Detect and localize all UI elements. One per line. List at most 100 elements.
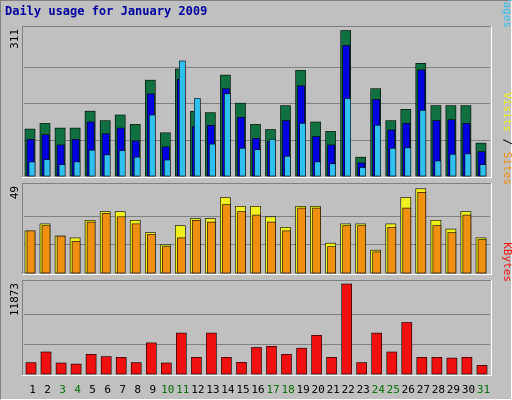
x-tick-label: 26 [402, 383, 415, 396]
bar-kbytes-day-30 [461, 356, 473, 375]
x-tick-label: 22 [342, 383, 355, 396]
bar-sites-day-14 [222, 204, 231, 274]
bar-kbytes-day-25 [386, 351, 398, 375]
x-tick-label: 12 [191, 383, 204, 396]
bar-sites-day-24 [372, 251, 382, 274]
bar-pages-day-3 [58, 164, 66, 177]
bar-pages-day-27 [419, 110, 427, 177]
bar-sites-day-23 [357, 225, 367, 274]
chart-title: Daily usage for January 2009 [5, 4, 207, 18]
bar-pages-day-16 [254, 149, 261, 177]
x-tick-label: 14 [221, 383, 235, 396]
bar-pages-day-22 [344, 98, 352, 177]
bar-pages-day-17 [269, 139, 276, 177]
x-tick-label: 7 [119, 383, 126, 396]
bar-sites-day-30 [462, 214, 472, 274]
bar-sites-day-2 [41, 225, 51, 274]
bar-pages-day-10 [164, 159, 171, 177]
x-tick-label: 24 [372, 383, 386, 396]
bar-sites-day-1 [26, 230, 36, 274]
bar-pages-day-2 [43, 159, 51, 177]
bar-sites-day-22 [342, 225, 352, 274]
bar-pages-day-4 [73, 161, 81, 177]
x-tick-label: 23 [357, 383, 370, 396]
x-tick-label: 28 [432, 383, 445, 396]
bar-kbytes-day-2 [40, 351, 52, 375]
bar-sites-day-17 [267, 221, 276, 274]
bar-sites-day-15 [237, 211, 246, 274]
x-tick-label: 3 [59, 383, 66, 396]
x-tick-label: 17 [266, 383, 279, 396]
legend-entry: KBytes [501, 242, 512, 282]
bar-pages-day-30 [464, 153, 472, 177]
bar-kbytes-day-26 [401, 322, 413, 375]
bar-pages-day-28 [434, 160, 442, 177]
bar-kbytes-day-29 [446, 357, 458, 375]
legend-entry: / [501, 132, 512, 152]
bar-pages-day-19 [299, 123, 306, 177]
panel-hits_files_pages: 311 Hits / Files / Pages [8, 0, 512, 178]
bar-kbytes-day-16 [251, 347, 262, 375]
bar-sites-day-18 [282, 230, 291, 274]
series-legend: KBytes [501, 242, 512, 282]
x-tick-label: 5 [89, 383, 96, 396]
y-max-label: 311 [8, 29, 21, 49]
bar-sites-day-19 [297, 207, 306, 274]
x-tick-label: 21 [327, 383, 340, 396]
x-tick-label: 16 [251, 383, 264, 396]
bar-sites-day-3 [56, 235, 66, 274]
bar-kbytes-day-20 [311, 334, 322, 375]
x-tick-label: 25 [387, 383, 400, 396]
bar-pages-day-1 [28, 161, 36, 177]
legend-entry: Sites [501, 152, 512, 185]
x-axis-day-labels: 1 2 3 4 5 6 7 8 9 10 11 12 13 14 15 16 17 18 19 20 21 22 23 24 2… [29, 383, 490, 396]
bar-pages-day-11 [179, 60, 186, 177]
bar-pages-day-8 [133, 156, 141, 177]
legend-entry: Visits [501, 92, 512, 132]
x-tick-label: 18 [281, 383, 294, 396]
bar-sites-day-27 [417, 192, 427, 274]
x-tick-label: 8 [134, 383, 141, 396]
x-tick-label: 31 [477, 383, 490, 396]
bar-kbytes-day-6 [100, 356, 112, 375]
bar-pages-day-25 [389, 148, 397, 177]
bar-kbytes-day-24 [371, 332, 383, 375]
x-tick-label: 29 [447, 383, 460, 396]
bar-sites-day-4 [71, 241, 81, 274]
bar-sites-day-13 [207, 221, 216, 274]
bar-sites-day-26 [402, 207, 412, 274]
bar-sites-day-6 [101, 213, 111, 274]
x-tick-label: 30 [462, 383, 475, 396]
bar-kbytes-day-12 [191, 356, 202, 375]
bar-sites-day-9 [147, 234, 156, 274]
bar-sites-day-5 [86, 221, 96, 274]
bar-pages-day-29 [449, 154, 457, 177]
bar-kbytes-day-10 [161, 362, 172, 375]
y-max-label: 49 [8, 186, 21, 199]
bar-kbytes-day-28 [431, 356, 443, 375]
bar-kbytes-day-31 [476, 364, 488, 375]
x-tick-label: 27 [417, 383, 430, 396]
bar-kbytes-day-1 [25, 362, 37, 375]
bar-sites-day-12 [192, 220, 201, 274]
bar-kbytes-day-8 [130, 362, 142, 375]
x-tick-label: 4 [74, 383, 81, 396]
bar-sites-day-21 [327, 246, 336, 274]
legend-entry: Pages [501, 0, 512, 28]
x-tick-label: 13 [206, 383, 219, 396]
bar-pages-day-26 [404, 147, 412, 177]
series-legend: Visits / Sites [501, 92, 512, 185]
x-tick-label: 9 [149, 383, 156, 396]
bar-sites-day-25 [387, 227, 397, 274]
bar-sites-day-8 [131, 223, 141, 274]
bar-pages-day-7 [118, 150, 126, 177]
bar-pages-day-24 [374, 125, 382, 177]
bar-sites-day-11 [177, 237, 186, 274]
chart-panels: 311 Hits / Files / Pages 49 Visits / Sites 1… [8, 0, 512, 376]
bar-kbytes-day-9 [146, 342, 157, 375]
bar-kbytes-day-13 [206, 332, 217, 375]
bar-sites-day-16 [252, 214, 261, 274]
x-tick-label: 20 [311, 383, 324, 396]
bar-sites-day-10 [162, 246, 171, 274]
bar-kbytes-day-3 [55, 362, 67, 375]
